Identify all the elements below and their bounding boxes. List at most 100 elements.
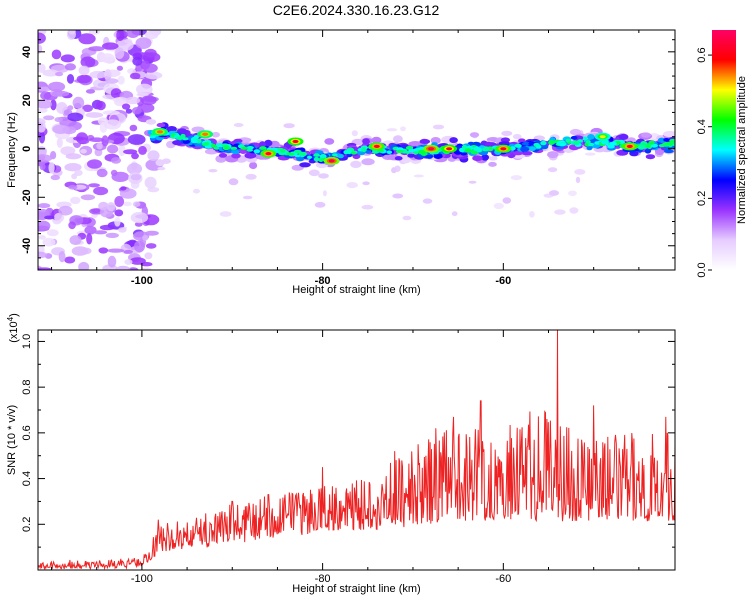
heatmap-cell <box>122 201 132 207</box>
heatmap-cell <box>99 53 115 63</box>
heatmap-cell <box>76 74 92 84</box>
heatmap-cell <box>469 132 480 138</box>
heatmap-cell <box>259 146 267 150</box>
heatmap-cell <box>362 181 370 186</box>
hotspot <box>626 144 633 148</box>
heatmap-cell <box>112 97 128 103</box>
heatmap-cell <box>88 183 100 188</box>
heatmap-cell <box>99 224 115 231</box>
heatmap-cell <box>451 211 458 217</box>
heatmap-cell <box>144 252 153 260</box>
heatmap-cell <box>228 178 239 186</box>
heatmap-cell <box>129 72 141 80</box>
heatmap-cell <box>38 99 52 109</box>
heatmap-cell <box>182 139 191 144</box>
heatmap-cell <box>493 202 504 210</box>
heatmap-cell <box>138 145 147 155</box>
heatmap-cell <box>44 215 55 220</box>
hotspot <box>328 159 335 163</box>
heatmap-cell <box>299 162 311 168</box>
heatmap-cell <box>308 169 320 177</box>
heatmap-cell <box>85 89 96 94</box>
y-axis-label: SNR (10 * v/v) <box>6 405 18 475</box>
heatmap-cell <box>51 49 62 60</box>
heatmap-cell <box>73 136 85 141</box>
heatmap-cell <box>130 212 149 224</box>
heatmap-cell <box>510 175 523 181</box>
heatmap-cell <box>72 96 85 109</box>
heatmap-cell <box>126 30 140 38</box>
heatmap-cell <box>518 138 526 143</box>
y-tick-label: 20 <box>21 94 33 106</box>
heatmap-cell <box>126 163 143 175</box>
heatmap-cell <box>413 174 424 178</box>
heatmap-cell <box>306 155 313 159</box>
heatmap-cell <box>663 130 675 138</box>
axes-layer: -100 -80 -60 -40 -20 0 20 40 Height of straight … <box>6 29 748 595</box>
heatmap-cell <box>114 217 121 227</box>
heatmap-cell <box>547 151 559 159</box>
heatmap-cell <box>166 126 177 133</box>
heatmap-cell <box>78 65 90 76</box>
heatmap-cell <box>114 196 125 207</box>
heatmap-cell <box>473 146 480 151</box>
heatmap-cell <box>64 256 76 264</box>
heatmap-cell <box>231 153 241 159</box>
heatmap-cell <box>648 140 655 145</box>
heatmap-cell <box>42 237 56 247</box>
heatmap-cell <box>672 142 675 147</box>
heatmap-cell <box>128 172 143 185</box>
heatmap-cell <box>110 169 118 176</box>
heatmap-cell <box>66 30 76 40</box>
x-tick-label: -100 <box>131 275 153 287</box>
heatmap-cell <box>293 149 302 154</box>
heatmap-cell <box>464 148 472 153</box>
heatmap-cell <box>60 146 76 156</box>
heatmap-cell <box>246 148 253 152</box>
heatmap-cell <box>588 142 594 147</box>
heatmap-cell <box>394 156 403 161</box>
heatmap-cell <box>449 137 458 144</box>
heatmap-cell <box>533 142 540 146</box>
heatmap-cell <box>637 144 646 149</box>
heatmap-cell <box>245 173 257 180</box>
heatmap-cell <box>88 46 105 52</box>
heatmap-cell <box>582 136 588 141</box>
heatmap-cell <box>145 119 157 125</box>
heatmap-cell <box>502 197 512 204</box>
heatmap-cell <box>105 78 119 84</box>
snr-series-line <box>38 330 675 570</box>
heatmap-cell <box>54 212 65 223</box>
heatmap-cell <box>140 95 157 106</box>
heatmap-cell <box>529 211 535 218</box>
heatmap-cell <box>157 166 166 171</box>
colorbar-tick-label: 0.2 <box>696 191 708 206</box>
heatmap-cell <box>117 75 125 85</box>
heatmap-cell <box>337 153 344 159</box>
heatmap-cell <box>371 136 382 144</box>
heatmap-cell <box>120 186 127 191</box>
heatmap-cell <box>377 149 384 153</box>
heatmap-cell <box>38 267 53 270</box>
heatmap-cell <box>102 110 120 115</box>
heatmap-cell <box>488 156 498 161</box>
heatmap-cell <box>219 211 232 217</box>
heatmap-cell <box>392 193 404 199</box>
heatmap-cell <box>351 130 358 137</box>
heatmap-cell <box>89 30 100 35</box>
y-tick-label: -20 <box>21 189 33 205</box>
heatmap-cell <box>131 152 139 160</box>
heatmap-cell <box>512 151 524 156</box>
heatmap-cell <box>80 194 96 201</box>
heatmap-cell <box>105 232 119 238</box>
heatmap-cell <box>82 104 93 113</box>
heatmap-cell <box>123 249 133 254</box>
heatmap-cell <box>361 204 374 210</box>
heatmap-cell <box>391 167 397 174</box>
heatmap-cell <box>85 112 104 118</box>
heatmap-cell <box>144 48 157 58</box>
heatmap-cell <box>182 137 189 141</box>
heatmap-cell <box>56 137 63 148</box>
heatmap-cell <box>559 143 566 147</box>
heatmap-cell <box>84 225 97 235</box>
